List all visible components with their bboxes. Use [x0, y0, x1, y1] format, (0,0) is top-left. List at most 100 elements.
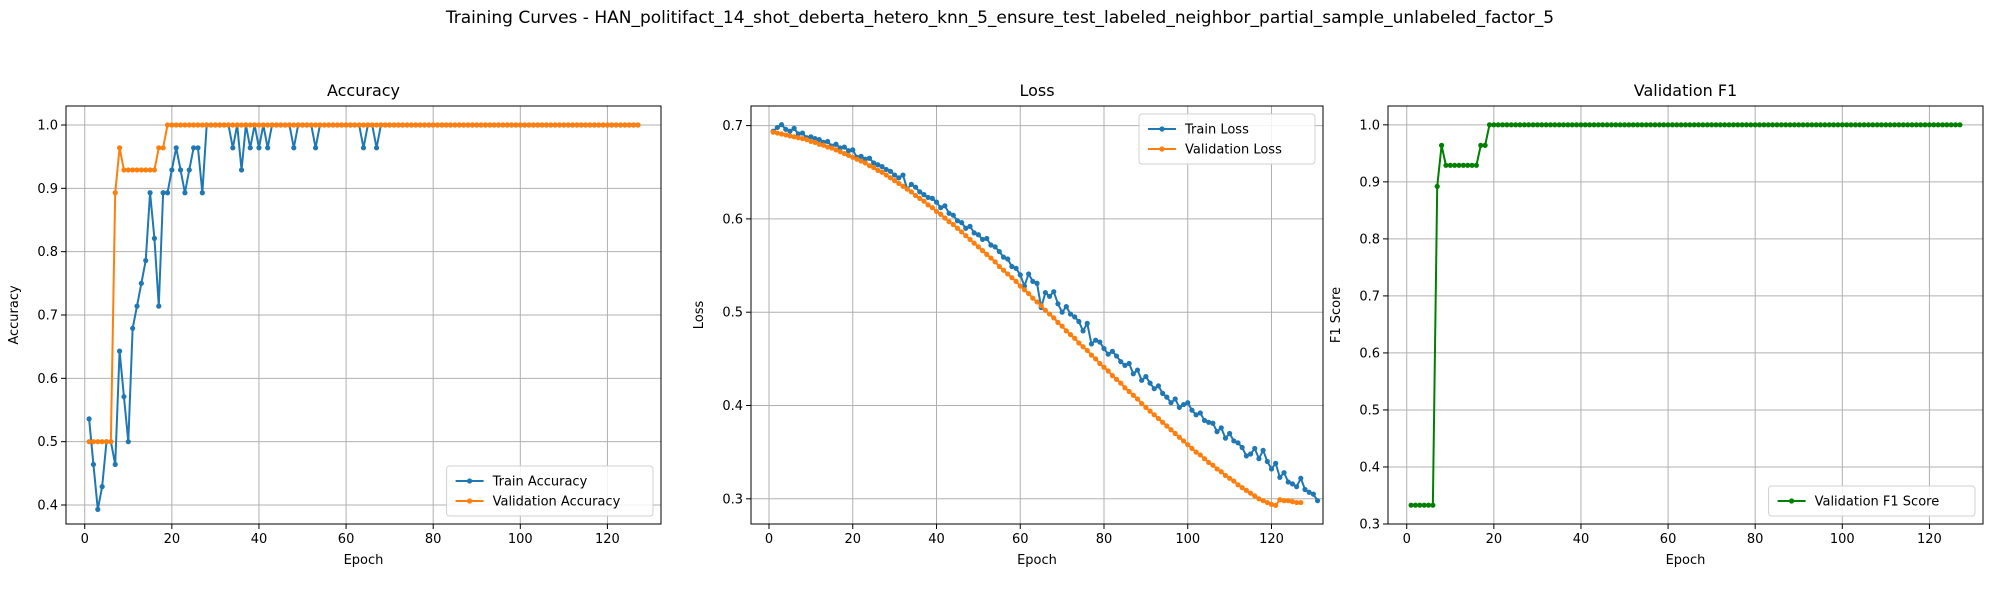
- data-point: [1076, 318, 1082, 325]
- y-tick-label: 0.5: [722, 306, 743, 321]
- data-point: [382, 122, 388, 128]
- data-point: [282, 122, 288, 128]
- data-point: [252, 122, 258, 128]
- data-point: [1412, 502, 1419, 508]
- data-point: [820, 142, 827, 148]
- data-point: [1508, 122, 1514, 128]
- data-point: [1830, 122, 1837, 128]
- data-point: [1730, 122, 1737, 128]
- data-point: [1042, 307, 1048, 313]
- data-point: [1665, 122, 1671, 128]
- legend-box: [1138, 113, 1316, 165]
- data-point: [959, 229, 965, 235]
- data-point: [478, 122, 484, 128]
- data-point: [1547, 122, 1554, 128]
- data-point: [1101, 364, 1107, 370]
- data-point: [439, 122, 445, 128]
- data-point: [1817, 122, 1824, 128]
- data-point: [404, 122, 410, 128]
- data-point: [1130, 371, 1136, 377]
- axes-frame: [750, 105, 1324, 525]
- data-point: [247, 145, 253, 151]
- y-tick-label: 0.5: [1359, 403, 1380, 418]
- data-point: [988, 255, 994, 261]
- data-point: [837, 149, 843, 155]
- data-point: [596, 122, 602, 128]
- data-point: [1260, 447, 1266, 453]
- data-point: [186, 122, 192, 128]
- data-point: [1105, 368, 1111, 374]
- data-point: [1302, 486, 1308, 493]
- data-point: [1130, 392, 1136, 398]
- data-point: [1539, 122, 1545, 128]
- data-point: [151, 235, 158, 241]
- data-point: [791, 134, 797, 140]
- data-point: [917, 195, 923, 201]
- data-point: [1770, 122, 1776, 128]
- data-point: [954, 225, 961, 231]
- data-point: [1277, 474, 1283, 480]
- data-point: [933, 199, 940, 205]
- data-point: [134, 303, 140, 309]
- data-point: [1883, 122, 1889, 128]
- data-point: [260, 122, 266, 128]
- data-point: [1059, 323, 1065, 329]
- data-point: [933, 208, 940, 215]
- data-point: [369, 122, 375, 128]
- data-point: [99, 484, 105, 490]
- y-tick-label: 0.8: [37, 245, 58, 260]
- data-point: [234, 122, 240, 128]
- data-point: [1201, 456, 1208, 462]
- data-point: [273, 122, 279, 128]
- data-point: [858, 153, 864, 159]
- y-tick-label: 0.4: [37, 499, 58, 514]
- data-point: [1652, 122, 1658, 128]
- data-point: [1026, 290, 1032, 297]
- data-point: [256, 145, 262, 151]
- data-point: [1172, 396, 1178, 402]
- data-point: [1465, 162, 1471, 168]
- data-point: [1197, 452, 1203, 458]
- data-point: [938, 211, 944, 217]
- data-point: [1134, 367, 1141, 373]
- data-point: [1796, 122, 1802, 128]
- data-point: [1160, 419, 1166, 425]
- x-tick-label: 40: [928, 532, 945, 547]
- y-axis-label: Loss: [692, 301, 707, 330]
- data-point: [1051, 315, 1057, 321]
- data-point: [1256, 456, 1262, 462]
- data-point: [808, 138, 814, 145]
- data-point: [195, 145, 201, 151]
- data-point: [946, 219, 952, 225]
- data-point: [1909, 122, 1915, 128]
- data-point: [992, 244, 998, 250]
- data-point: [622, 122, 628, 128]
- data-point: [326, 122, 332, 128]
- data-point: [112, 461, 118, 468]
- data-point: [1613, 122, 1619, 128]
- data-point: [950, 212, 956, 218]
- data-point: [147, 167, 153, 173]
- data-point: [116, 145, 123, 151]
- legend-label: Train Accuracy: [492, 475, 588, 490]
- data-point: [1088, 352, 1095, 358]
- data-point: [160, 145, 166, 151]
- data-point: [778, 122, 785, 128]
- data-point: [887, 175, 894, 181]
- data-point: [1517, 122, 1523, 128]
- data-point: [591, 122, 597, 128]
- data-point: [1634, 122, 1641, 128]
- y-tick-label: 1.0: [37, 119, 58, 134]
- data-point: [443, 122, 449, 128]
- data-point: [896, 180, 902, 187]
- data-point: [391, 122, 397, 128]
- data-point: [221, 122, 227, 128]
- data-point: [816, 141, 822, 147]
- x-tick-label: 40: [1573, 532, 1590, 547]
- data-point: [430, 122, 436, 128]
- data-point: [892, 178, 898, 184]
- data-point: [1709, 122, 1715, 128]
- data-point: [465, 122, 471, 128]
- data-point: [225, 122, 232, 128]
- data-point: [613, 122, 619, 128]
